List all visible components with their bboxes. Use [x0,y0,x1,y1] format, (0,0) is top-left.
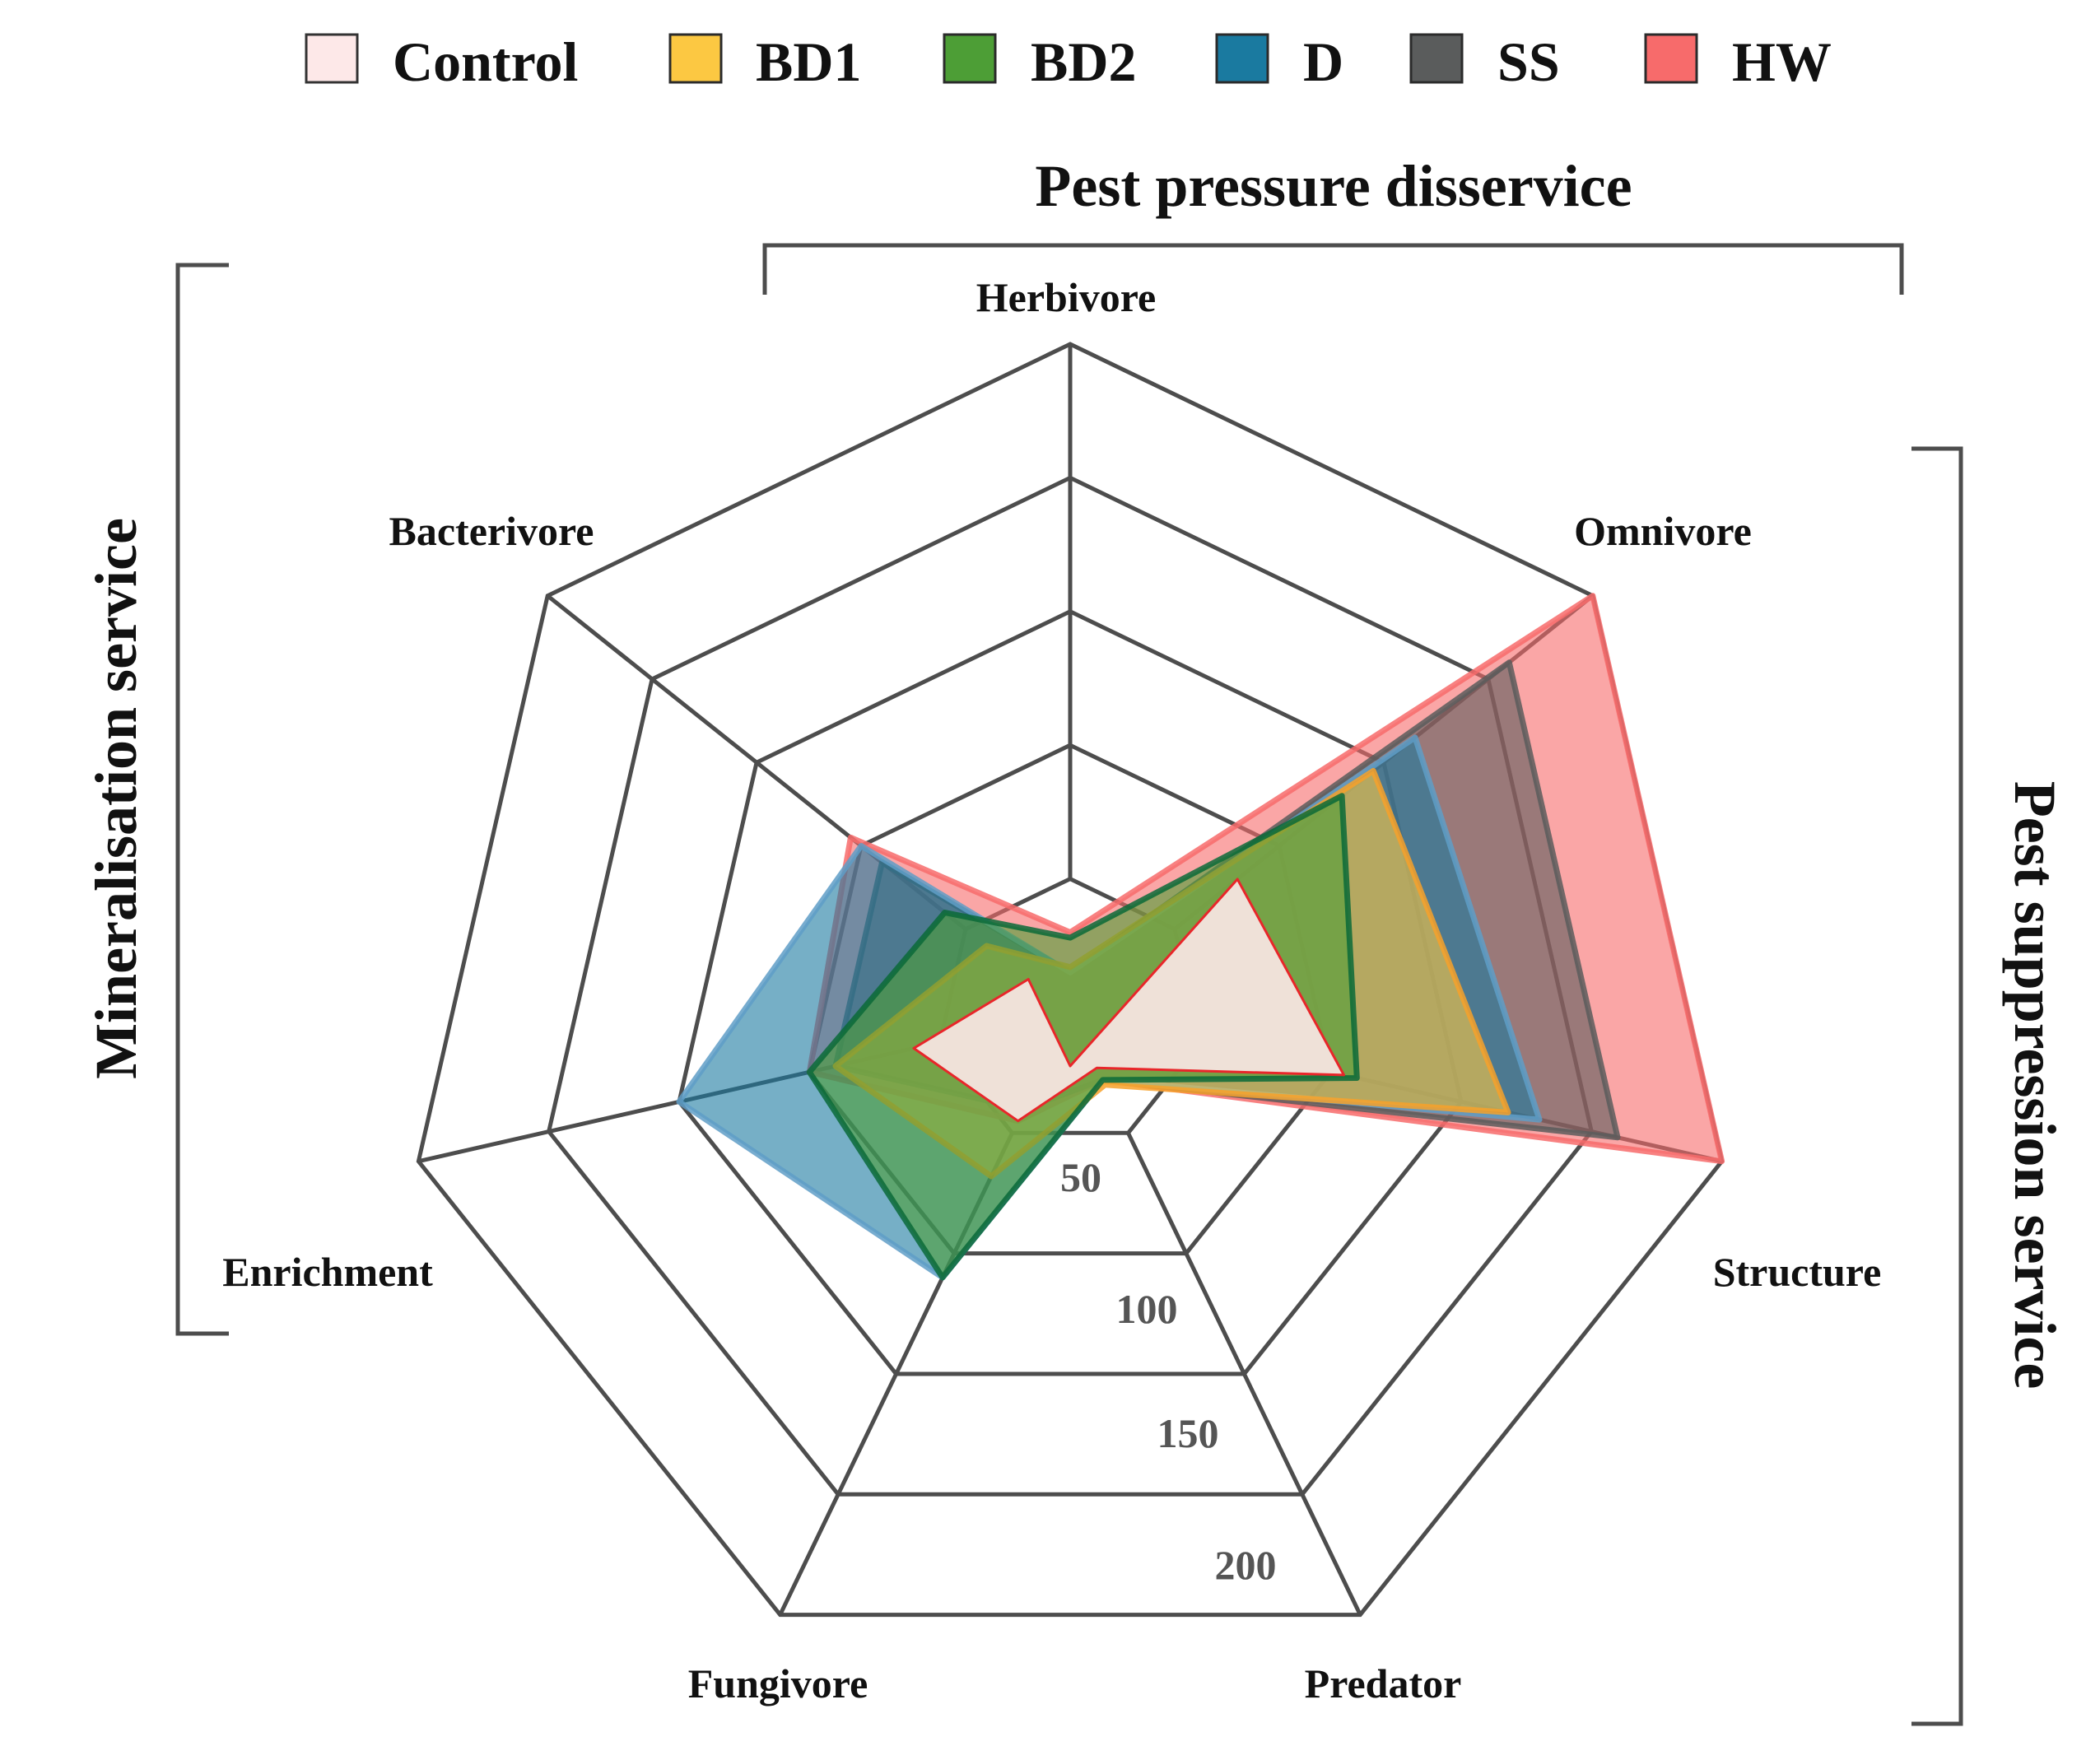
legend-swatch-ss [1409,33,1464,84]
radar-series [676,593,1725,1281]
grid-spoke-predator [1126,1132,1362,1616]
legend-label-bd2: BD2 [1031,30,1136,93]
axis-label-predator: Predator [1305,1660,1462,1706]
legend-label-d: D [1303,30,1343,93]
legend-swatch-control [305,33,359,84]
axis-labels: Herbivore Omnivore Structure Predator Fungiv… [222,274,1881,1706]
bracket-left [175,263,229,1336]
axis-label-herbivore: Herbivore [976,274,1156,320]
tick-label-50: 50 [1060,1154,1101,1200]
axis-label-enrichment: Enrichment [222,1249,433,1295]
tick-label-100: 100 [1116,1286,1178,1332]
legend-label-ss: SS [1497,30,1560,93]
legend-label-control: Control [393,30,578,93]
axis-label-structure: Structure [1713,1249,1882,1295]
series-control [912,878,1345,1123]
legend: Control BD1 BD2 D SS HW [305,30,1832,93]
legend-label-bd1: BD1 [756,30,861,93]
legend-swatch-hw [1644,33,1698,84]
tick-labels: 50 100 150 200 [1060,1154,1277,1588]
legend-swatch-bd2 [943,33,997,84]
group-label-top: Pest pressure disservice [1035,153,1632,219]
tick-label-150: 150 [1157,1410,1219,1456]
group-label-left: Mineralisation service [83,518,149,1079]
axis-label-omnivore: Omnivore [1574,508,1752,554]
group-label-right: Pest suppression service [2002,781,2068,1390]
tick-label-200: 200 [1215,1542,1277,1588]
axis-label-bacterivore: Bacterivore [389,508,594,554]
bracket-right [1911,446,1963,1726]
legend-swatch-d [1215,33,1269,84]
axis-label-fungivore: Fungivore [688,1660,868,1706]
group-brackets [175,243,1963,1726]
bracket-top [762,243,1904,295]
legend-label-hw: HW [1732,30,1832,93]
legend-swatch-bd1 [668,33,723,84]
